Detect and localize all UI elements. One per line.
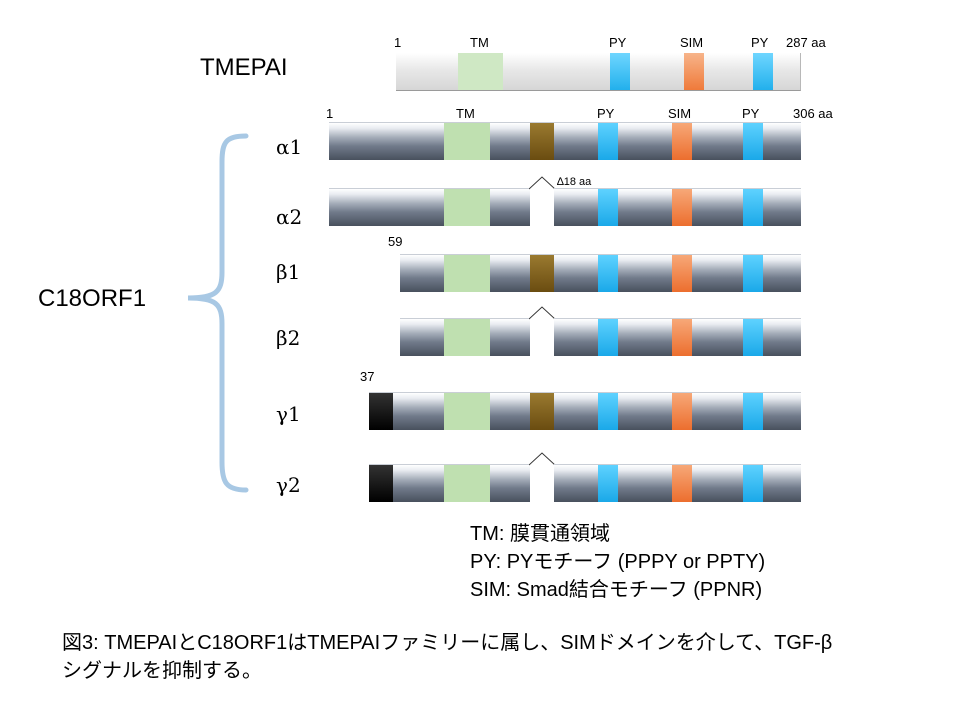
c18-py2-label: PY — [742, 106, 760, 121]
tmepai-py1-label: PY — [609, 35, 627, 50]
legend-sim: SIM: Smad結合モチーフ (PPNR) — [470, 579, 763, 601]
beta1-py2-motif — [743, 255, 763, 292]
gamma1-protein-bar — [369, 392, 801, 430]
isoform-label-beta2: β2 — [276, 326, 301, 350]
alpha2-py1-motif — [598, 189, 618, 226]
alpha1-protein-bar — [329, 122, 801, 160]
c18-tm-label: TM — [456, 106, 475, 121]
beta1-protein-bar — [400, 254, 801, 292]
c18-py1-label: PY — [597, 106, 615, 121]
beta2-protein-bar-c — [554, 318, 801, 356]
alpha2-protein-bar-n — [329, 188, 530, 226]
gamma1-py2-motif — [743, 393, 763, 430]
gamma2-splice-caret-icon — [529, 452, 555, 466]
beta2-splice-caret-icon — [529, 306, 555, 320]
isoform-label-gamma1: γ1 — [276, 402, 301, 426]
alpha2-protein-bar-c — [554, 188, 801, 226]
alpha2-py2-motif — [743, 189, 763, 226]
beta1-deletion-region — [530, 255, 554, 292]
alpha1-py2-motif — [743, 123, 763, 160]
gamma1-deletion-region — [530, 393, 554, 430]
beta1-sim-motif — [672, 255, 692, 292]
isoform-label-beta1: β1 — [276, 260, 301, 284]
beta2-py1-motif — [598, 319, 618, 356]
legend-py: PY: PYモチーフ (PPPY or PPTY) — [470, 551, 766, 573]
gamma2-protein-bar-n — [369, 464, 530, 502]
c18-sim-label: SIM — [668, 106, 692, 121]
alpha2-splice-caret-icon — [529, 176, 555, 190]
beta2-sim-motif — [672, 319, 692, 356]
tmepai-py1-motif — [610, 53, 630, 90]
gamma2-py2-motif — [743, 465, 763, 502]
alpha1-deletion-region — [530, 123, 554, 160]
tmepai-tm-domain — [458, 53, 503, 90]
beta2-tm-domain — [444, 319, 490, 356]
gamma-start-position: 37 — [360, 369, 375, 384]
alpha1-tm-domain — [444, 123, 490, 160]
tmepai-py2-motif — [753, 53, 773, 90]
legend-tm: TM: 膜貫通領域 — [470, 523, 610, 545]
gamma1-extension — [369, 393, 393, 430]
tmepai-protein-bar — [396, 53, 801, 91]
gamma2-tm-domain — [444, 465, 490, 502]
gamma1-sim-motif — [672, 393, 692, 430]
figure-caption-line1: 図3: TMEPAIとC18ORF1はTMEPAIファミリーに属し、SIMドメイ… — [62, 632, 833, 654]
tmepai-py2-label: PY — [751, 35, 769, 50]
tmepai-label: TMEPAI — [200, 54, 288, 81]
isoform-label-gamma2: γ2 — [276, 473, 301, 497]
tmepai-sim-motif — [684, 53, 704, 90]
isoform-label-alpha1: α1 — [276, 135, 303, 159]
c18-start-position: 1 — [326, 106, 334, 121]
gamma2-sim-motif — [672, 465, 692, 502]
gamma2-py1-motif — [598, 465, 618, 502]
alpha2-deletion-label: ∆18 aa — [557, 176, 592, 188]
beta-start-position: 59 — [388, 234, 403, 249]
isoform-label-alpha2: α2 — [276, 205, 303, 229]
tmepai-end-position: 287 aa — [786, 35, 826, 50]
gamma2-extension — [369, 465, 393, 502]
beta2-py2-motif — [743, 319, 763, 356]
tmepai-start-position: 1 — [394, 35, 402, 50]
c18orf1-label: C18ORF1 — [38, 285, 147, 312]
beta1-py1-motif — [598, 255, 618, 292]
gamma2-protein-bar-c — [554, 464, 801, 502]
tmepai-sim-label: SIM — [680, 35, 704, 50]
alpha1-sim-motif — [672, 123, 692, 160]
c18orf1-brace-icon — [187, 133, 249, 493]
gamma1-tm-domain — [444, 393, 490, 430]
alpha2-tm-domain — [444, 189, 490, 226]
c18-end-position: 306 aa — [793, 106, 833, 121]
tmepai-tm-label: TM — [470, 35, 489, 50]
gamma1-py1-motif — [598, 393, 618, 430]
beta1-tm-domain — [444, 255, 490, 292]
beta2-protein-bar-n — [400, 318, 530, 356]
alpha1-py1-motif — [598, 123, 618, 160]
alpha2-sim-motif — [672, 189, 692, 226]
figure-caption-line2: シグナルを抑制する。 — [62, 660, 262, 682]
